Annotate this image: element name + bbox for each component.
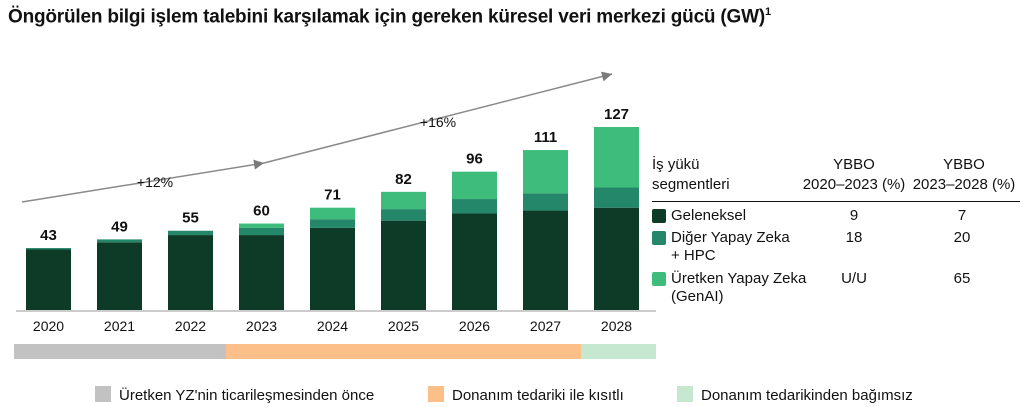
cagr-2020-2023-header: YBBO 2020–2023 (%) [784, 155, 924, 199]
header-line: YBBO [833, 156, 875, 173]
cagr-2020-2023-value: 9 [849, 207, 859, 224]
bar-segment [381, 209, 426, 221]
bar-segment [97, 242, 142, 310]
diger-yz-swatch [652, 231, 666, 245]
phase-before-swatch [95, 386, 111, 402]
segment-label: Üretken Yapay Zeka (GenAI) [671, 270, 807, 305]
segment-label: Geleneksel [671, 207, 747, 224]
uretken-yz-swatch [652, 272, 666, 286]
x-tick-label: 2026 [459, 318, 490, 334]
x-tick-label: 2023 [246, 318, 277, 334]
geleneksel-swatch [652, 209, 666, 223]
cagr-2020-2023-value: U/U [841, 270, 867, 287]
growth-arrow-line [21, 162, 265, 203]
title-footnote: 1 [764, 6, 771, 18]
cagr-2023-2028-value: 65 [953, 270, 971, 287]
total-label: 43 [40, 227, 57, 244]
bar-segment [594, 127, 639, 188]
bar-segment [168, 230, 213, 236]
bar-segment [310, 207, 355, 220]
phase-legend-independent: Donanım tedarikinden bağımsız [677, 386, 913, 404]
chart-title: Öngörülen bilgi işlem talebini karşılama… [8, 6, 771, 28]
bar-segment [239, 235, 284, 310]
cagr-2023-2028-value: 7 [957, 207, 967, 224]
segment-label: Diğer Yapay Zeka + HPC [671, 229, 790, 264]
growth-arrow-head [601, 71, 612, 82]
bar-segment [381, 191, 426, 210]
cagr-2020-2023-header-text: YBBO 2020–2023 (%) [803, 156, 906, 193]
bar-segment [310, 219, 355, 228]
growth-arrow-head [253, 159, 264, 170]
x-tick-label: 2020 [33, 318, 64, 334]
bar-segment [452, 199, 497, 214]
bar-segment [594, 207, 639, 310]
x-tick-label: 2028 [601, 318, 632, 334]
cagr-2023-2028-value: 20 [953, 229, 971, 246]
phase-constrained-label: Donanım tedariki ile kısıtlı [452, 387, 624, 404]
cagr-2023-2028-header-text: YBBO 2023–2028 (%) [913, 156, 1016, 193]
total-label: 49 [111, 218, 128, 235]
growth-label: +16% [420, 114, 456, 130]
total-label: 60 [253, 203, 270, 220]
chart-title-text: Öngörülen bilgi işlem talebini karşılama… [8, 6, 765, 28]
total-label: 71 [324, 187, 341, 204]
header-line: 2020–2023 (%) [802, 176, 906, 193]
phase-constrained-swatch [428, 386, 444, 402]
phase-independent-swatch [677, 386, 693, 402]
bar-segment [523, 193, 568, 211]
bar-segment [594, 187, 639, 208]
bar-segment [452, 213, 497, 310]
bar-segment [239, 223, 284, 228]
bar-segment [523, 210, 568, 310]
total-label: 55 [182, 210, 199, 227]
cagr-2023-2028-header: YBBO 2023–2028 (%) [904, 155, 1024, 199]
bar-segment [26, 249, 71, 310]
phase-before-label: Üretken YZ'nin ticarileşmesinden önce [119, 387, 375, 404]
header-divider [652, 201, 1020, 202]
bar-segment [97, 239, 142, 243]
x-tick-label: 2024 [317, 318, 348, 334]
segment-header: İş yükü segmentleri [652, 155, 802, 199]
segment-header-text: İş yükü segmentleri [652, 156, 730, 193]
bar-segment [381, 220, 426, 310]
total-label: 111 [534, 129, 557, 146]
total-label: 127 [604, 106, 629, 123]
bar-segment [523, 150, 568, 194]
bar-segment [239, 227, 284, 236]
phase-bar-segment [581, 344, 656, 359]
header-line: İş yükü [652, 156, 700, 173]
header-line: YBBO [943, 156, 985, 173]
growth-arrow-line [263, 73, 613, 164]
bar-segment [452, 171, 497, 200]
total-label: 96 [466, 151, 483, 168]
bar-segment [26, 248, 71, 250]
x-tick-label: 2025 [388, 318, 419, 334]
x-tick-label: 2027 [530, 318, 561, 334]
bar-segment [168, 235, 213, 310]
cagr-2020-2023-value: 18 [845, 229, 863, 246]
phase-legend-constrained: Donanım tedariki ile kısıtlı [428, 386, 624, 404]
phase-legend-before: Üretken YZ'nin ticarileşmesinden önce [95, 386, 374, 404]
growth-label: +12% [137, 174, 173, 190]
bar-segment [310, 227, 355, 310]
total-label: 82 [395, 171, 412, 188]
header-line: segmentleri [652, 176, 730, 193]
x-tick-label: 2022 [175, 318, 206, 334]
x-tick-label: 2021 [104, 318, 135, 334]
header-line: 2023–2028 (%) [912, 176, 1016, 193]
phase-bar-segment [226, 344, 581, 359]
phase-bar-segment [14, 344, 226, 359]
phase-independent-label: Donanım tedarikinden bağımsız [701, 387, 913, 404]
